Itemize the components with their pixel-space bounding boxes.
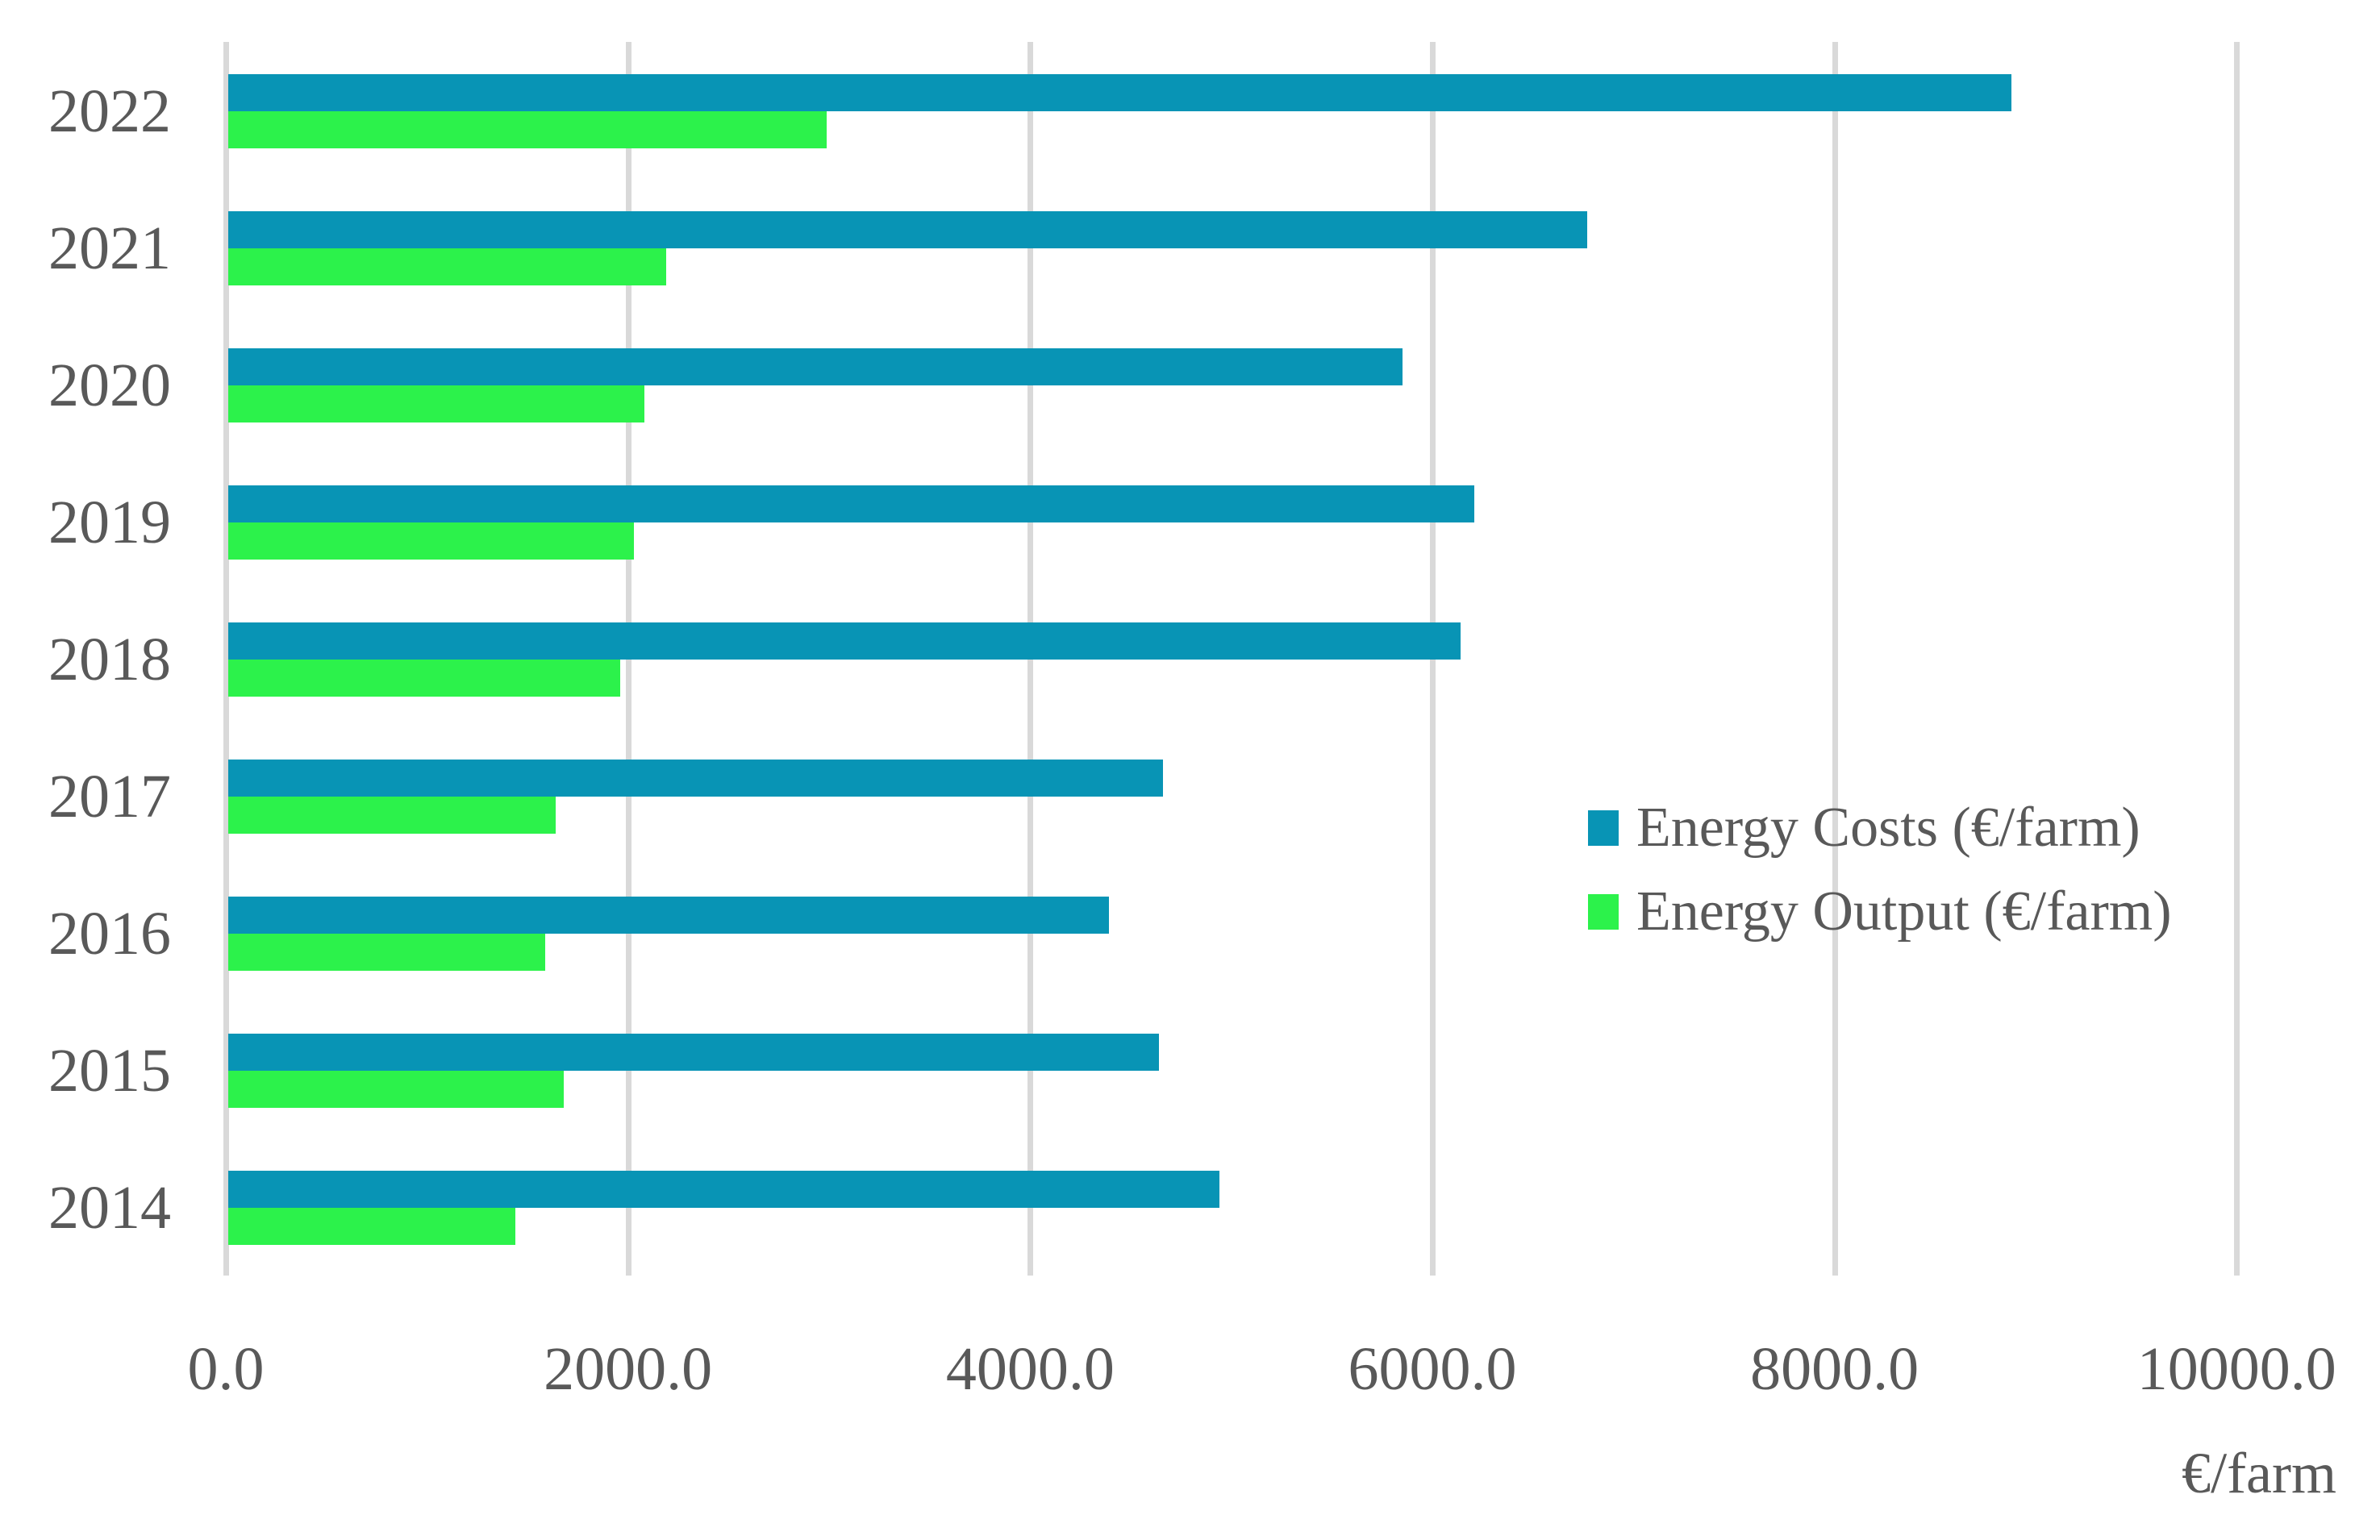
x-tick-label-2000.0: 2000.0 — [544, 1335, 713, 1403]
x-tick-label-6000.0: 6000.0 — [1348, 1335, 1517, 1403]
bar-energy-costs-2019 — [228, 485, 1475, 522]
category-label-2018: 2018 — [48, 626, 171, 693]
category-label-2021: 2021 — [48, 214, 171, 282]
category-label-2020: 2020 — [48, 352, 171, 419]
category-label-2016: 2016 — [48, 900, 171, 968]
bar-energy-output-2017 — [228, 797, 556, 834]
bar-energy-costs-2020 — [228, 348, 1403, 385]
x-tick-label-0.0: 0.0 — [187, 1335, 265, 1403]
legend-label-energy-costs: Energy Costs (€/farm) — [1636, 797, 2140, 859]
bar-energy-costs-2014 — [228, 1171, 1219, 1208]
legend-item-energy-costs: Energy Costs (€/farm) — [1588, 797, 2172, 859]
x-tick-label-8000.0: 8000.0 — [1750, 1335, 1919, 1403]
bar-energy-output-2016 — [228, 934, 546, 971]
bar-energy-output-2014 — [228, 1208, 516, 1245]
legend-swatch-energy-costs — [1588, 810, 1619, 846]
bar-energy-output-2020 — [228, 385, 644, 422]
category-label-2017: 2017 — [48, 763, 171, 830]
value-axis-title: €/farm — [2182, 1441, 2336, 1505]
bar-energy-costs-2021 — [228, 211, 1587, 248]
category-label-2019: 2019 — [48, 489, 171, 556]
gridline — [1832, 42, 1838, 1276]
legend: Energy Costs (€/farm) Energy Output (€/f… — [1588, 797, 2172, 966]
category-label-2015: 2015 — [48, 1037, 171, 1105]
bar-energy-output-2018 — [228, 660, 620, 697]
gridline — [2234, 42, 2240, 1276]
bar-energy-costs-2022 — [228, 74, 2012, 111]
legend-swatch-energy-output — [1588, 894, 1619, 930]
bar-energy-costs-2015 — [228, 1034, 1159, 1071]
bar-energy-costs-2017 — [228, 760, 1163, 797]
bar-energy-output-2015 — [228, 1071, 564, 1108]
bar-energy-costs-2016 — [228, 897, 1109, 934]
bar-energy-output-2019 — [228, 522, 635, 560]
category-label-2022: 2022 — [48, 77, 171, 145]
x-tick-label-10000.0: 10000.0 — [2136, 1335, 2336, 1403]
legend-item-energy-output: Energy Output (€/farm) — [1588, 880, 2172, 943]
bar-energy-costs-2018 — [228, 622, 1461, 660]
bar-energy-output-2022 — [228, 111, 827, 148]
bar-energy-output-2021 — [228, 248, 667, 285]
gridline — [223, 42, 229, 1276]
x-tick-label-4000.0: 4000.0 — [945, 1335, 1115, 1403]
legend-label-energy-output: Energy Output (€/farm) — [1636, 880, 2172, 943]
category-label-2014: 2014 — [48, 1174, 171, 1242]
